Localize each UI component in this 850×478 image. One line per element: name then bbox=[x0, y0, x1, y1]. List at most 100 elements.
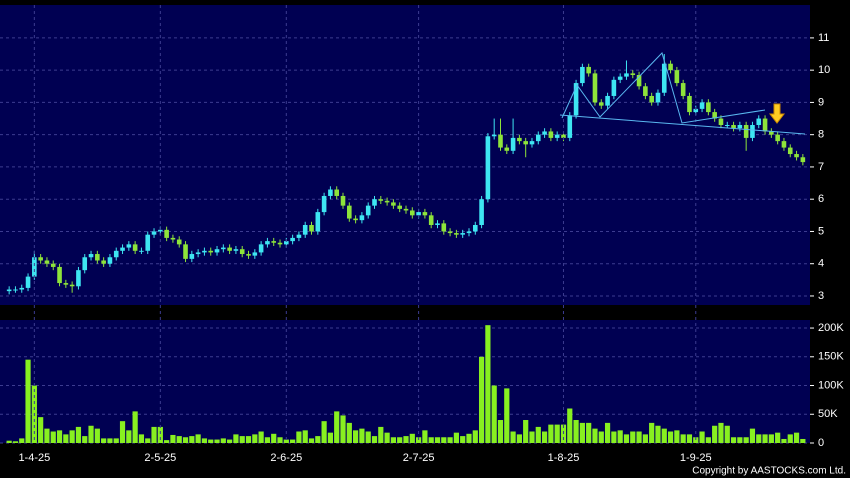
neckline bbox=[559, 114, 806, 135]
candle-body bbox=[315, 212, 321, 232]
volume-bar bbox=[787, 434, 793, 443]
volume-bar bbox=[283, 439, 289, 443]
candle-body bbox=[441, 223, 447, 232]
candle-body bbox=[183, 244, 188, 259]
volume-bar bbox=[63, 434, 69, 443]
candle-body bbox=[548, 131, 554, 138]
candle-body bbox=[781, 141, 787, 148]
candle-body bbox=[422, 212, 428, 216]
volume-bar bbox=[604, 422, 611, 443]
candle-body bbox=[340, 195, 346, 206]
volume-bar bbox=[586, 422, 592, 443]
candle-body bbox=[699, 102, 705, 109]
volume-bar bbox=[661, 428, 667, 443]
volume-bar bbox=[170, 434, 176, 443]
volume-bar bbox=[252, 434, 258, 443]
candle-body bbox=[643, 86, 648, 96]
volume-bar bbox=[781, 438, 787, 443]
candle-body bbox=[750, 125, 755, 138]
x-tick-label: 2-7-25 bbox=[403, 452, 435, 464]
volume-bar bbox=[101, 438, 107, 443]
volume-bar bbox=[674, 430, 680, 443]
volume-bar bbox=[623, 434, 630, 443]
volume-bar bbox=[693, 437, 699, 443]
candle-body bbox=[384, 200, 390, 203]
candle-body bbox=[246, 254, 251, 256]
x-tick-label: 1-9-25 bbox=[680, 452, 712, 464]
pattern-lines bbox=[559, 52, 806, 135]
candle-body bbox=[145, 234, 151, 251]
candle-body bbox=[529, 141, 535, 145]
marks bbox=[0, 5, 810, 444]
candle-body bbox=[88, 254, 94, 258]
volume-bar bbox=[743, 437, 749, 443]
candle-body bbox=[19, 287, 25, 290]
y-tick-label: 50K bbox=[818, 408, 838, 420]
candle-body bbox=[485, 136, 491, 200]
candle-body bbox=[403, 208, 409, 211]
y-tick-label: 5 bbox=[818, 225, 824, 237]
candle-body bbox=[554, 134, 560, 138]
volume-bar bbox=[510, 431, 516, 443]
candle-body bbox=[718, 118, 724, 125]
candle-body bbox=[737, 125, 743, 129]
volume-bar bbox=[730, 437, 737, 443]
volume-bar bbox=[12, 441, 19, 443]
volume-bar bbox=[290, 439, 296, 443]
volume-bar bbox=[19, 438, 25, 443]
candle-body bbox=[101, 260, 106, 264]
candle-body bbox=[214, 249, 220, 253]
volume-bar bbox=[523, 420, 529, 443]
candle-body bbox=[428, 215, 434, 225]
candle-body bbox=[397, 205, 403, 209]
candle-body bbox=[668, 63, 673, 71]
volume-bar bbox=[768, 434, 774, 443]
y-tick-label: 9 bbox=[818, 96, 824, 108]
volume-bar bbox=[69, 430, 75, 443]
volume-bar bbox=[164, 440, 170, 443]
volume-bar bbox=[214, 439, 220, 443]
volume-bar bbox=[775, 432, 781, 443]
candle-body bbox=[466, 231, 472, 234]
candle-body bbox=[227, 247, 232, 251]
candle-body bbox=[605, 95, 610, 106]
volume-bar bbox=[718, 422, 724, 443]
candle-body bbox=[50, 263, 56, 267]
volume-bar bbox=[630, 431, 636, 443]
candle-body bbox=[435, 223, 440, 225]
candle-body bbox=[504, 147, 510, 151]
volume-bar bbox=[573, 420, 579, 443]
volume-bar bbox=[535, 426, 541, 443]
volume-bar bbox=[548, 424, 554, 443]
volume-bar bbox=[365, 431, 371, 443]
x-tick-label: 2-6-25 bbox=[270, 452, 302, 464]
candle-body bbox=[712, 112, 717, 119]
candle-body bbox=[252, 252, 258, 256]
candle-body bbox=[592, 73, 598, 103]
volume-bar bbox=[56, 430, 63, 443]
candle-body bbox=[743, 125, 749, 138]
volume-bar bbox=[453, 432, 459, 443]
candle-body bbox=[57, 266, 62, 284]
volume-bar bbox=[277, 437, 283, 443]
candle-body bbox=[706, 102, 711, 113]
volume-bar bbox=[113, 438, 119, 443]
candle-body bbox=[498, 134, 503, 148]
volume-bar bbox=[195, 434, 201, 443]
volume-bar bbox=[44, 428, 50, 443]
candle-body bbox=[661, 63, 667, 93]
candle-body bbox=[762, 118, 768, 132]
volume-bar bbox=[6, 440, 12, 443]
volume-bar bbox=[107, 438, 113, 443]
volume-bar bbox=[636, 431, 642, 443]
y-tick-label: 11 bbox=[818, 32, 829, 44]
candle-body bbox=[567, 115, 573, 138]
volume-bar bbox=[308, 438, 315, 443]
candle-body bbox=[189, 254, 195, 259]
candle-body bbox=[517, 137, 522, 142]
volume-bar bbox=[315, 436, 321, 443]
copyright: Copyright by AASTOCKS.com Ltd. bbox=[692, 466, 846, 477]
candle-body bbox=[302, 225, 308, 235]
candle-body bbox=[472, 225, 478, 232]
candle-body bbox=[132, 244, 138, 251]
